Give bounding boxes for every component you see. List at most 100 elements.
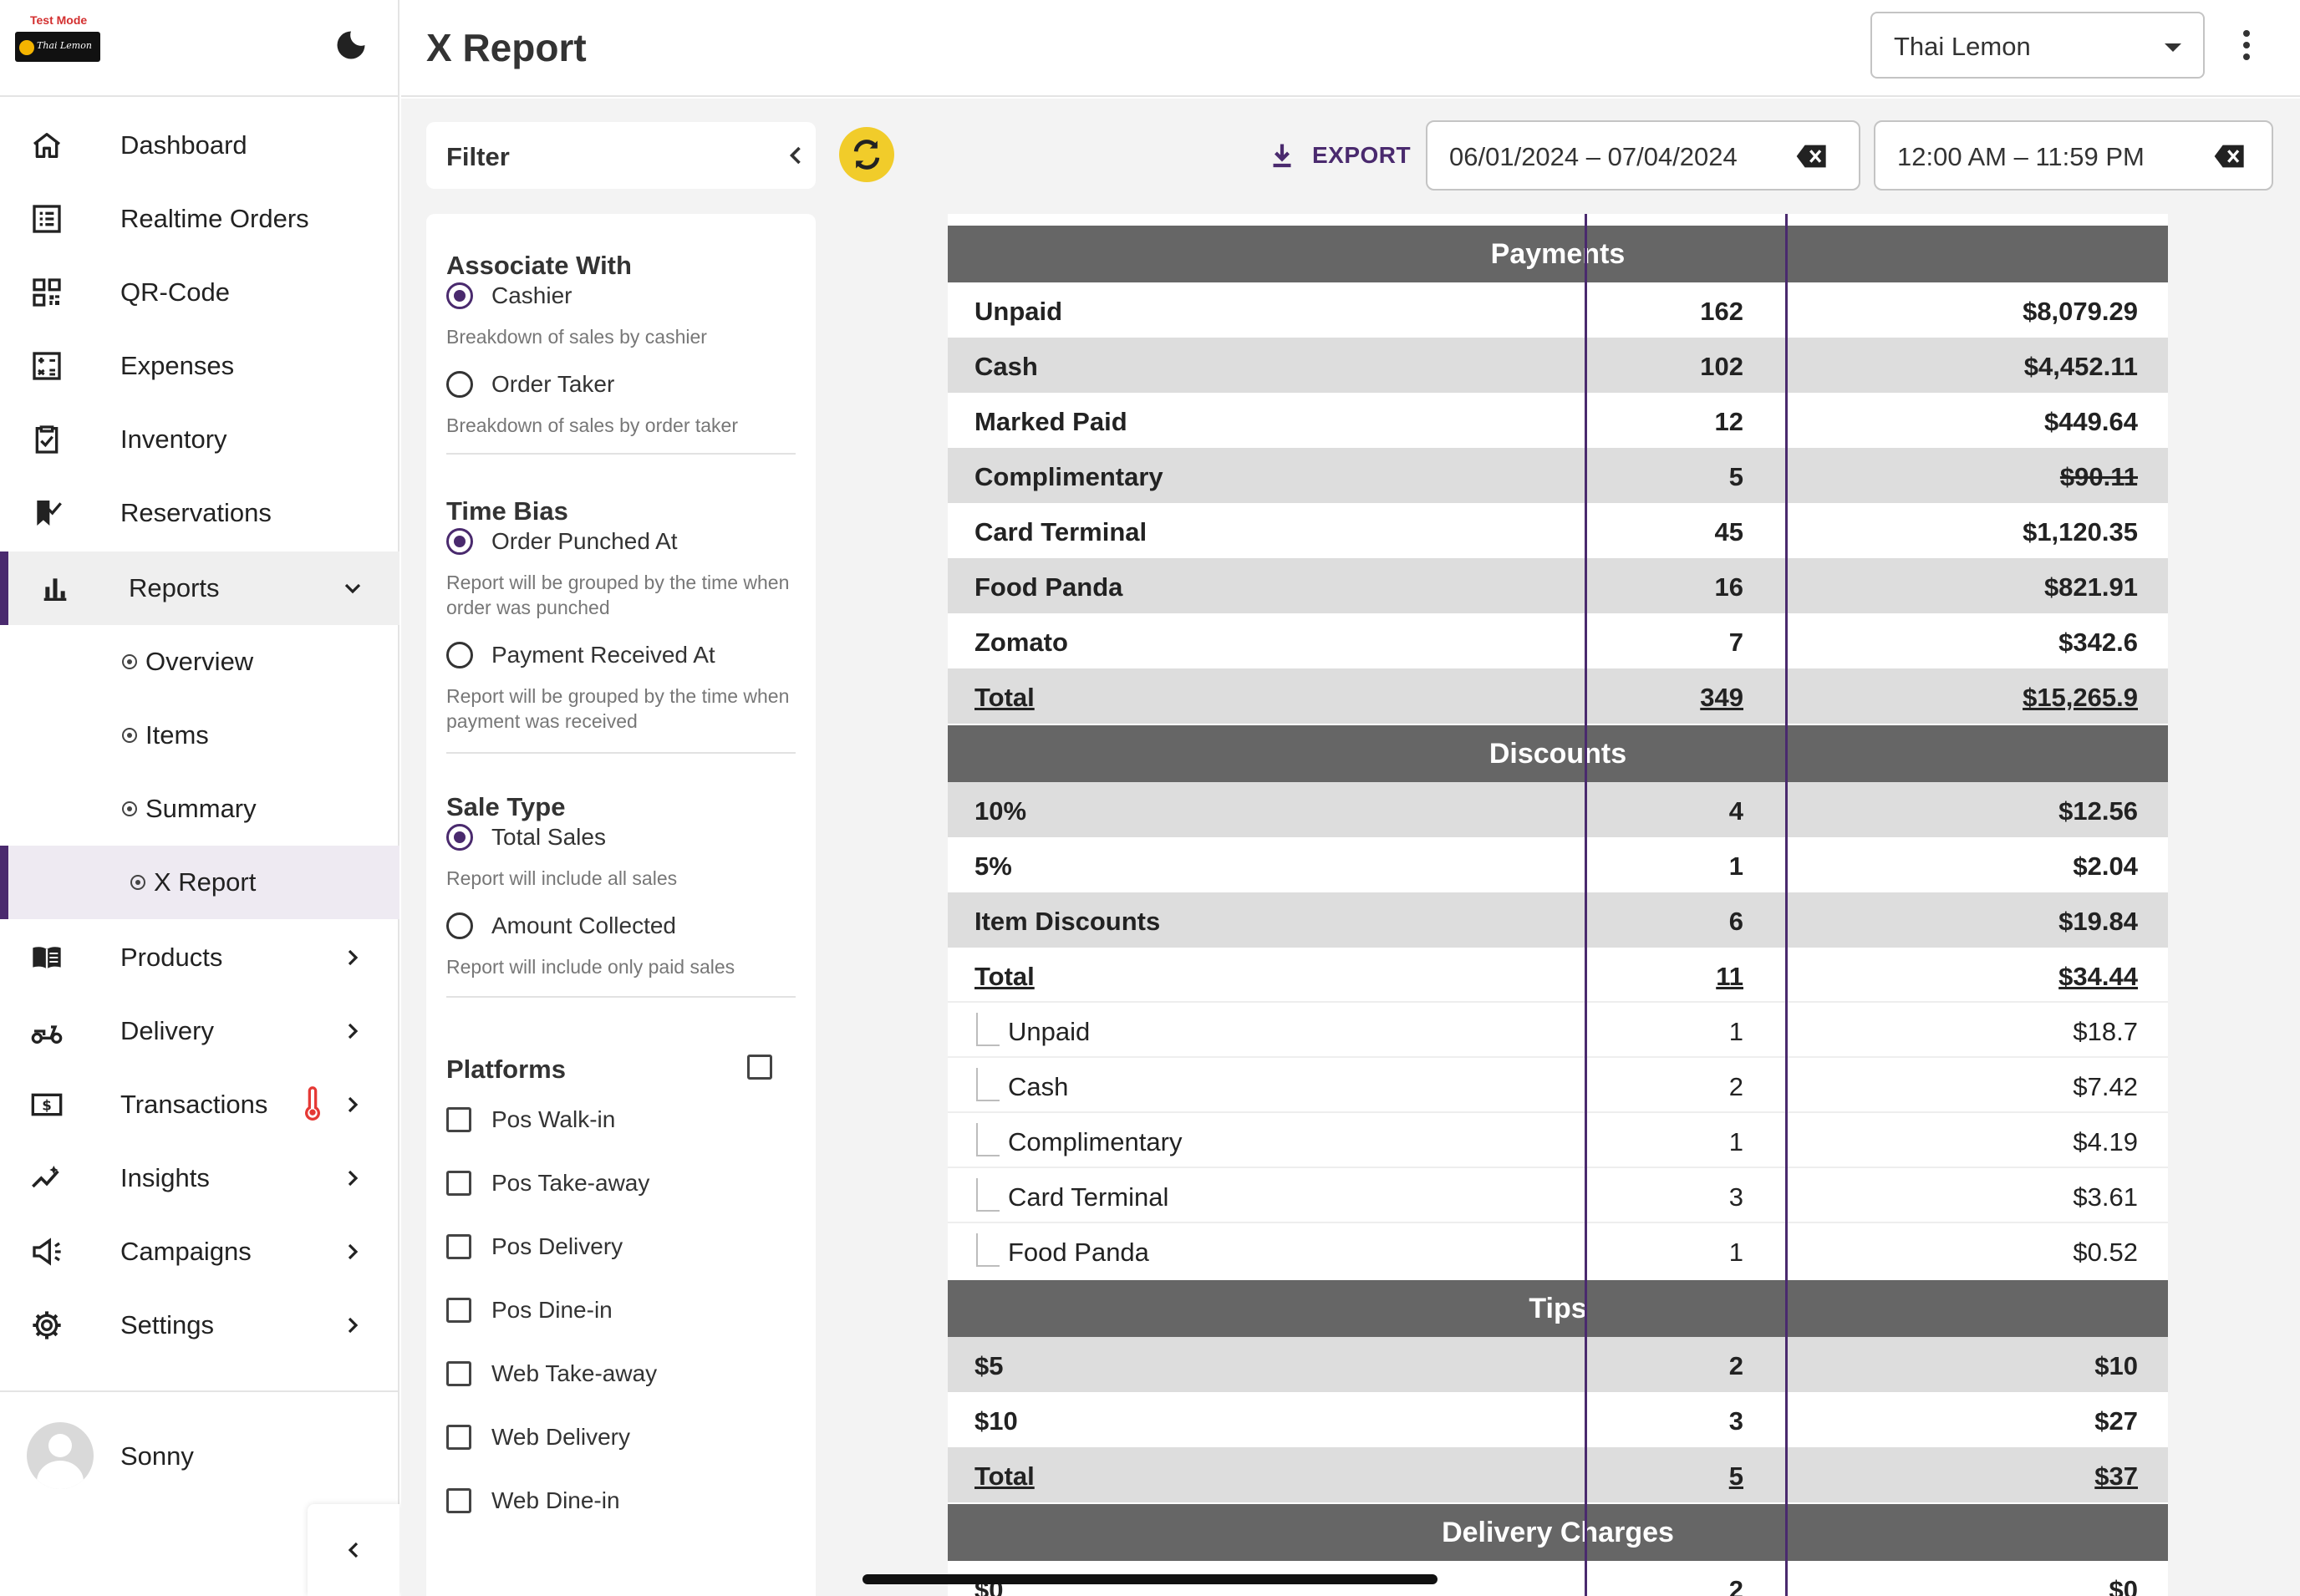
radio-cashier[interactable]: Cashier (446, 279, 572, 313)
checkbox-pos-delivery[interactable]: Pos Delivery (446, 1230, 623, 1263)
radio-order-punched-at[interactable]: Order Punched At (446, 525, 678, 558)
filter-panel: Associate With Cashier Breakdown of sale… (426, 214, 816, 1596)
collapse-sidebar-button[interactable] (308, 1504, 399, 1596)
row-name: 5% (974, 851, 1012, 881)
table-total-row: Total 5 $37 (948, 1447, 2168, 1502)
chevron-right-icon (334, 1307, 371, 1344)
row-count: 1 (1728, 1127, 1743, 1156)
chevron-left-icon (348, 1542, 359, 1558)
collapse-filter-button[interactable] (781, 140, 811, 170)
export-button[interactable]: EXPORT (1267, 135, 1411, 175)
checkbox-pos-walk-in[interactable]: Pos Walk-in (446, 1103, 615, 1136)
row-name: Marked Paid (974, 407, 1127, 436)
table-subrow: Cash 2 $7.42 (948, 1058, 2168, 1113)
sidebar-item-expenses[interactable]: Expenses (0, 329, 399, 403)
radio-payment-received-at[interactable]: Payment Received At (446, 638, 715, 672)
sidebar-item-label: Transactions (120, 1090, 268, 1119)
restaurant-select-value: Thai Lemon (1894, 32, 2031, 61)
radio-hint: Breakdown of sales by order taker (446, 414, 739, 436)
sidebar-item-campaigns[interactable]: Campaigns (0, 1215, 399, 1288)
date-range-field[interactable]: 06/01/2024 – 07/04/2024 (1426, 120, 1860, 191)
more-options-button[interactable] (2223, 22, 2270, 69)
row-amount: $90.11 (2059, 462, 2138, 491)
radio-hint: Report will be grouped by the time when … (446, 572, 790, 618)
restaurant-logo[interactable]: Thai Lemon (15, 32, 100, 62)
table-row: Zomato 7 $342.6 (948, 613, 2168, 668)
row-count: 7 (1728, 628, 1743, 657)
sidebar-item-delivery[interactable]: Delivery (0, 994, 399, 1068)
restaurant-select[interactable]: Thai Lemon (1870, 12, 2205, 79)
avatar[interactable] (27, 1422, 94, 1489)
checkbox-label: Pos Take-away (491, 1170, 650, 1196)
sidebar-item-label: Reservations (120, 498, 272, 527)
sidebar-item-label: Realtime Orders (120, 204, 309, 233)
sidebar-item-realtime-orders[interactable]: Realtime Orders (0, 182, 399, 256)
export-label: EXPORT (1312, 142, 1412, 168)
row-name: $10 (974, 1406, 1018, 1436)
sidebar-item-insights[interactable]: Insights (0, 1141, 399, 1215)
row-amount: $3.61 (2073, 1182, 2138, 1212)
radio-bullet-icon (130, 875, 145, 890)
row-name: Cash (974, 352, 1038, 381)
row-amount: $8,079.29 (2023, 297, 2138, 326)
insights-icon (28, 1160, 65, 1197)
sidebar-item-reservations[interactable]: Reservations (0, 476, 399, 550)
section-divider (446, 453, 796, 455)
radio-bullet-icon (122, 728, 137, 743)
radio-bullet-icon (122, 654, 137, 669)
backspace-icon (2214, 145, 2244, 168)
sidebar-subitem-overview[interactable]: Overview (0, 625, 399, 699)
download-icon (1273, 144, 1291, 168)
section-divider (446, 996, 796, 998)
row-name: Food Panda (974, 572, 1123, 602)
dark-mode-toggle[interactable] (333, 27, 369, 64)
sidebar-item-inventory[interactable]: Inventory (0, 403, 399, 476)
row-amount: $342.6 (2058, 628, 2138, 657)
radio-amount-collected[interactable]: Amount Collected (446, 909, 676, 943)
time-range-value: 12:00 AM – 11:59 PM (1897, 142, 2145, 171)
checkbox-pos-take-away[interactable]: Pos Take-away (446, 1167, 649, 1200)
row-name: $5 (974, 1351, 1004, 1380)
table-row: Complimentary 5 $90.11 (948, 448, 2168, 503)
table-row: Cash 102 $4,452.11 (948, 338, 2168, 393)
home-indicator (862, 1574, 1438, 1584)
sidebar-item-qr-code[interactable]: QR-Code (0, 256, 399, 329)
row-name: Card Terminal (974, 517, 1147, 546)
checkbox-web-dine-in[interactable]: Web Dine-in (446, 1484, 620, 1517)
checkbox-web-take-away[interactable]: Web Take-away (446, 1357, 657, 1390)
clear-date-button[interactable] (1795, 142, 1829, 170)
sidebar-item-label: Settings (120, 1310, 215, 1339)
radio-total-sales[interactable]: Total Sales (446, 821, 606, 854)
row-count: 5 (1728, 1461, 1743, 1491)
radio-order-taker[interactable]: Order Taker (446, 368, 614, 401)
sidebar-item-reports[interactable]: Reports (0, 551, 399, 625)
section-header-delivery-charges: Delivery Charges (948, 1504, 2168, 1561)
user-name[interactable]: Sonny (120, 1441, 194, 1471)
sidebar-item-label: QR-Code (120, 277, 230, 307)
sidebar-subitem-x-report[interactable]: X Report (0, 846, 399, 919)
row-count: 3 (1728, 1406, 1743, 1436)
checkbox-web-delivery[interactable]: Web Delivery (446, 1421, 630, 1454)
sidebar-item-dashboard[interactable]: Dashboard (0, 109, 399, 182)
row-amount: $821.91 (2043, 572, 2138, 602)
sidebar-subitem-summary[interactable]: Summary (0, 772, 399, 846)
sidebar-subitem-items[interactable]: Items (0, 699, 399, 772)
row-amount: $0.52 (2073, 1238, 2138, 1267)
row-name: Complimentary (1008, 1127, 1183, 1156)
sidebar-item-transactions[interactable]: $ Transactions (0, 1068, 399, 1141)
row-count: 162 (1700, 297, 1743, 326)
clipboard-check-icon (28, 421, 65, 458)
column-divider (1785, 214, 1788, 1596)
platforms-select-all-checkbox[interactable] (747, 1055, 772, 1080)
sidebar-item-products[interactable]: Products (0, 921, 399, 994)
radio-label: Payment Received At (491, 642, 715, 668)
refresh-button[interactable] (839, 127, 894, 182)
sidebar-item-settings[interactable]: Settings (0, 1288, 399, 1362)
checkbox-pos-dine-in[interactable]: Pos Dine-in (446, 1294, 613, 1327)
clear-time-button[interactable] (2213, 142, 2247, 170)
sidebar-item-label: Dashboard (120, 130, 247, 160)
time-range-field[interactable]: 12:00 AM – 11:59 PM (1874, 120, 2273, 191)
row-amount: $37 (2094, 1461, 2138, 1491)
sale-type-title: Sale Type (446, 792, 566, 821)
sidebar: Test Mode Thai Lemon Dashboard Realtime … (0, 0, 399, 1596)
